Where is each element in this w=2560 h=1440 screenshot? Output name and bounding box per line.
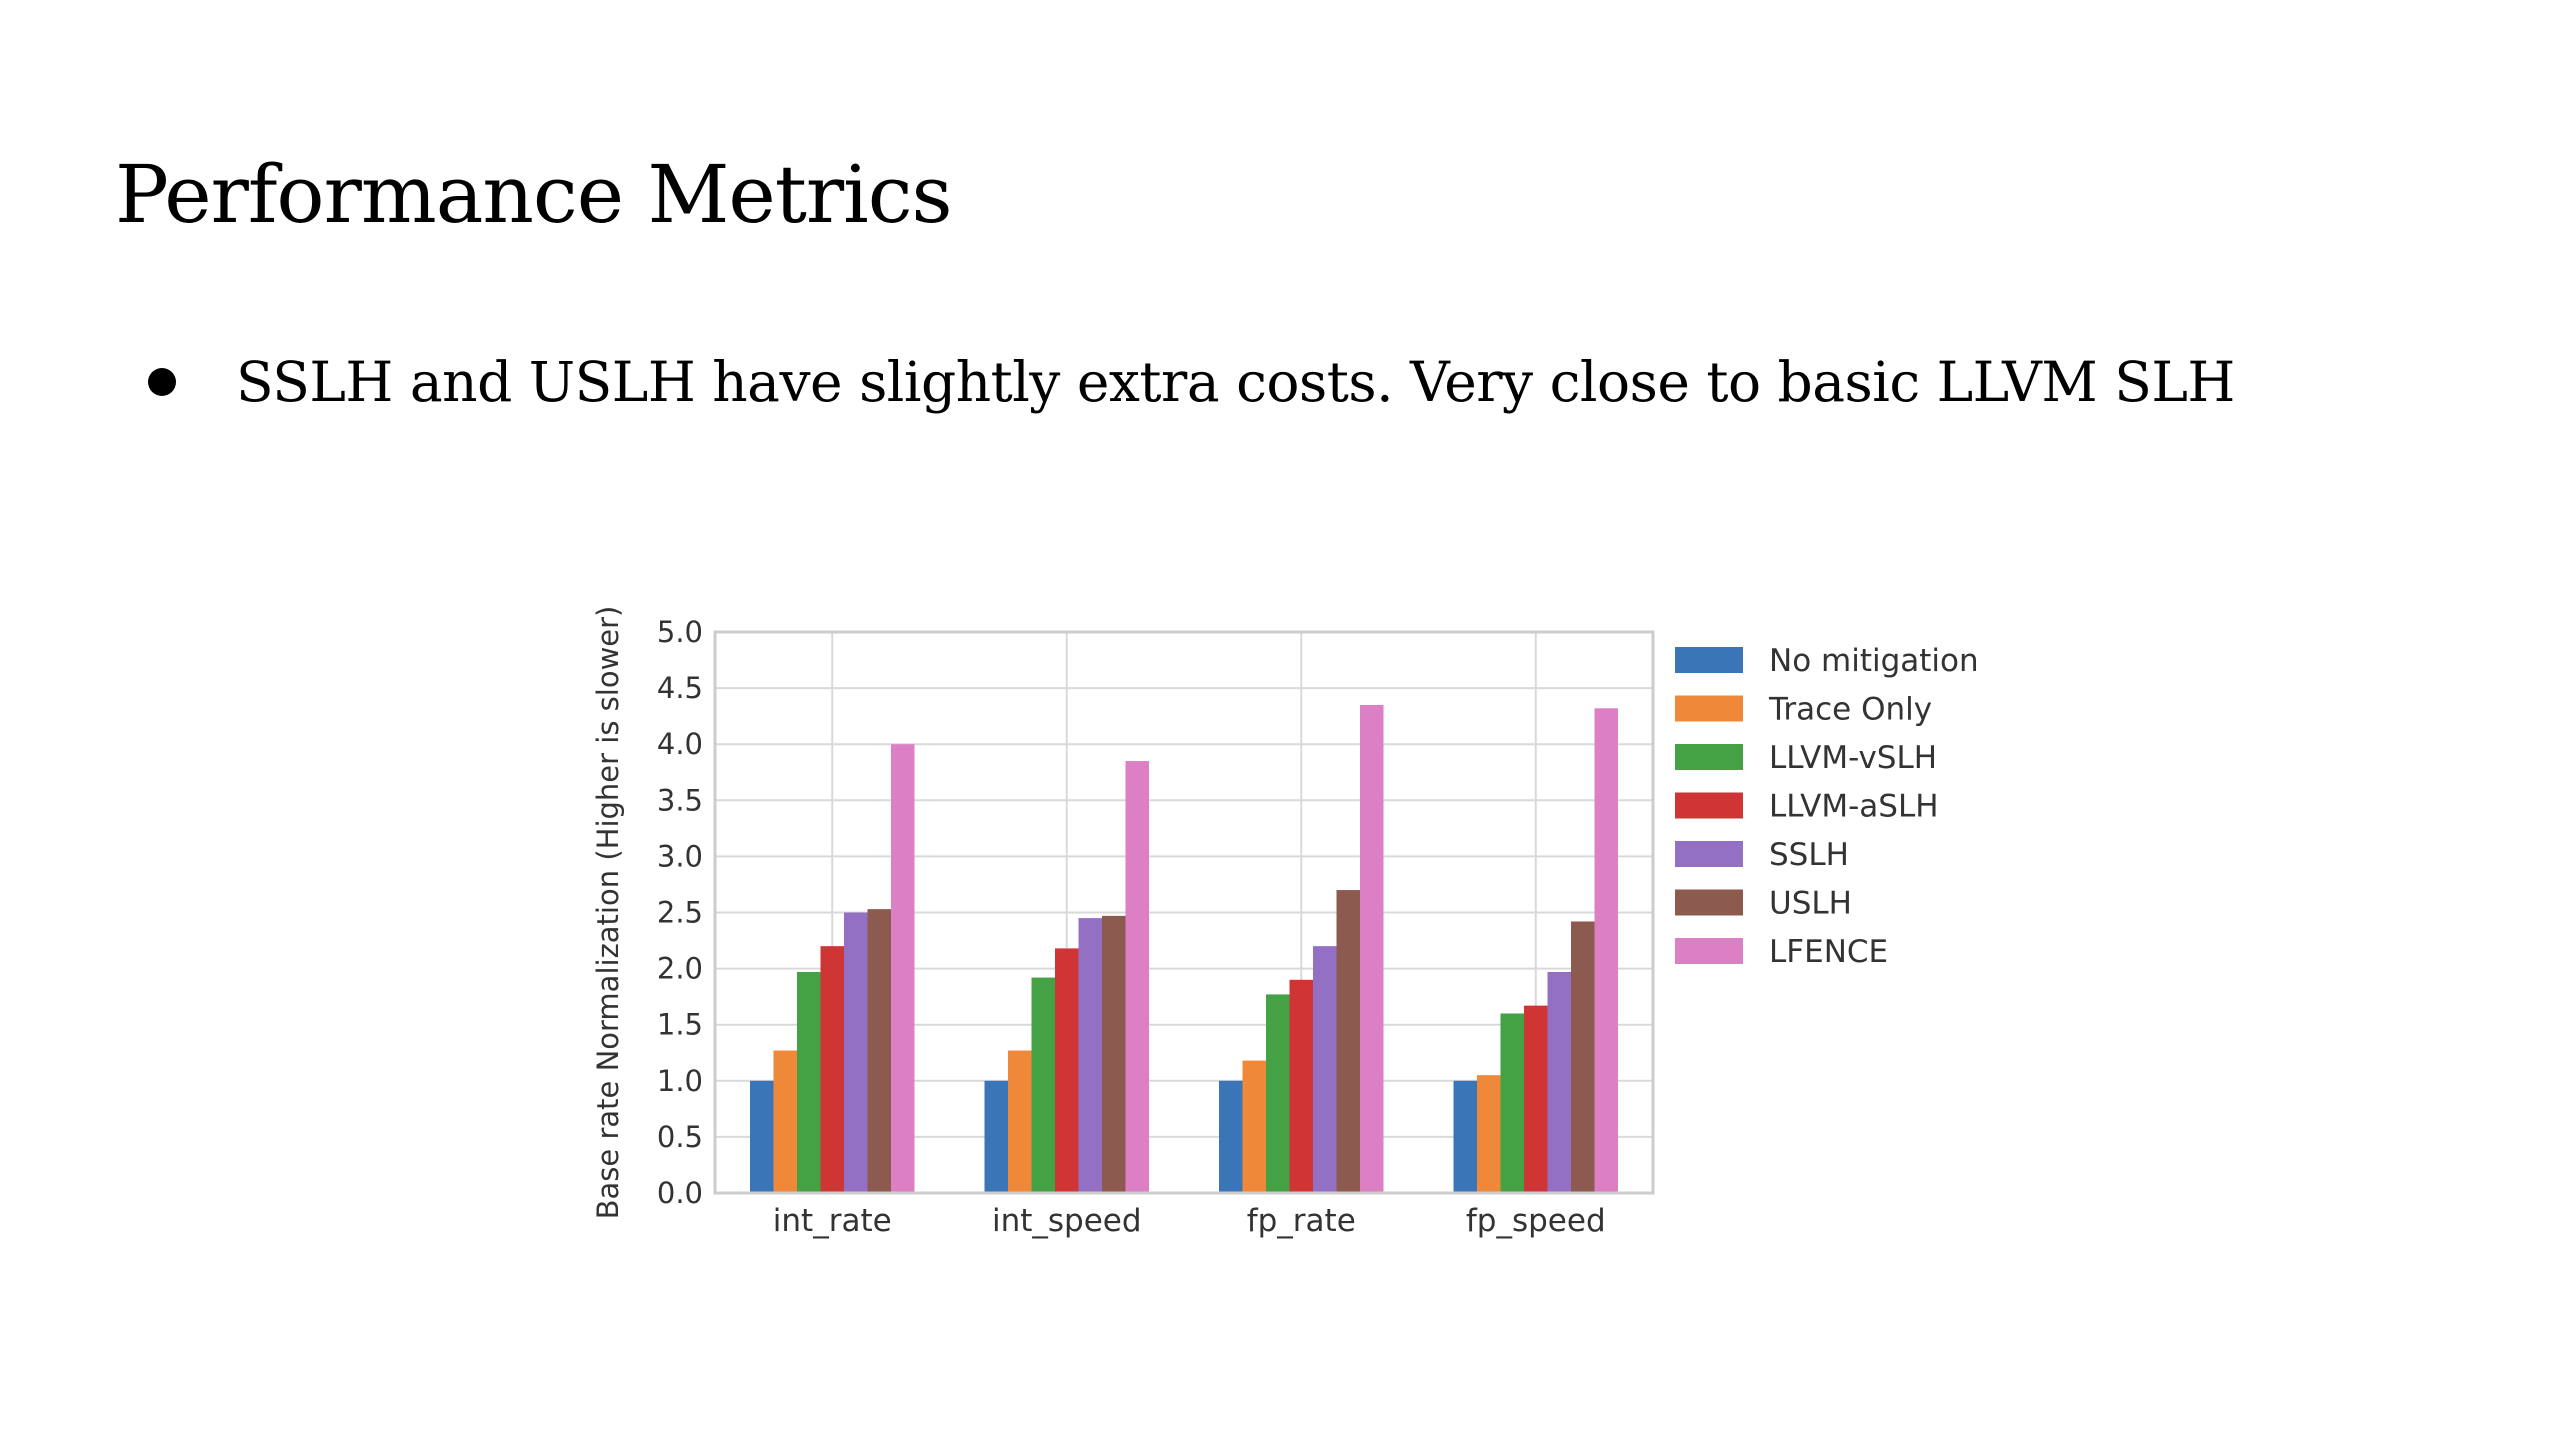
- legend-label: Trace Only: [1768, 692, 1932, 728]
- bar: [1031, 977, 1055, 1193]
- bar: [1453, 1080, 1477, 1193]
- bar: [1313, 946, 1337, 1193]
- y-axis-ticks: 0.0 0.5 1.0 1.5 2.0 2.5 3.0 3.5 4.0 4.5 5.0: [657, 615, 703, 1210]
- bar: [984, 1080, 1008, 1193]
- legend-swatch: [1675, 938, 1743, 964]
- bar: [1102, 915, 1126, 1193]
- bar: [1078, 918, 1102, 1193]
- y-tick-label: 5.0: [657, 615, 703, 649]
- bar: [1125, 761, 1149, 1193]
- legend-swatch: [1675, 841, 1743, 867]
- bar: [773, 1050, 797, 1193]
- bar: [1008, 1050, 1032, 1193]
- bar: [1524, 1005, 1548, 1193]
- bar: [1266, 994, 1290, 1193]
- legend-swatch: [1675, 695, 1743, 722]
- y-tick-label: 4.5: [657, 671, 703, 705]
- legend-label: LLVM-aSLH: [1769, 789, 1939, 825]
- y-tick-label: 0.5: [657, 1120, 703, 1154]
- legend-swatch: [1675, 792, 1743, 819]
- chart-legend: No mitigation Trace Only LLVM-vSLH LLVM-aSL…: [1675, 643, 1979, 970]
- y-tick-label: 3.5: [657, 783, 703, 817]
- bar-chart: 0.0 0.5 1.0 1.5 2.0 2.5 3.0 3.5 4.0 4.5 5.0 int_ra…: [591, 606, 1979, 1239]
- bar: [891, 744, 915, 1193]
- bar: [797, 971, 821, 1193]
- bullet-dot-icon: [148, 368, 176, 396]
- bar: [1477, 1075, 1501, 1193]
- legend-swatch: [1675, 889, 1743, 916]
- bar: [1500, 1013, 1524, 1193]
- bar: [1219, 1080, 1243, 1193]
- bar: [1242, 1060, 1266, 1193]
- legend-label: SSLH: [1769, 837, 1849, 873]
- y-tick-label: 1.5: [657, 1008, 703, 1042]
- x-tick-label: int_rate: [773, 1203, 892, 1239]
- bar: [1289, 979, 1313, 1193]
- bar: [750, 1080, 774, 1193]
- legend-label: USLH: [1769, 886, 1852, 922]
- legend-swatch: [1675, 744, 1743, 770]
- y-axis-label: Base rate Normalization (Higher is slowe…: [591, 606, 625, 1220]
- y-tick-label: 0.0: [657, 1176, 703, 1210]
- x-tick-label: fp_speed: [1466, 1203, 1606, 1239]
- legend-label: LLVM-vSLH: [1769, 740, 1937, 776]
- chart-bars: [750, 704, 1618, 1193]
- y-tick-label: 2.5: [657, 896, 703, 930]
- bullet-item: SSLH and USLH have slightly extra costs.…: [148, 350, 2235, 414]
- bar: [1547, 971, 1571, 1193]
- bar: [1055, 948, 1079, 1193]
- bar: [1594, 708, 1618, 1193]
- y-tick-label: 4.0: [657, 727, 703, 761]
- legend-label: LFENCE: [1769, 934, 1888, 970]
- slide-title: Performance Metrics: [115, 148, 953, 241]
- bar: [1360, 704, 1384, 1193]
- y-tick-label: 1.0: [657, 1064, 703, 1098]
- x-tick-label: fp_rate: [1247, 1203, 1356, 1239]
- bar: [844, 912, 868, 1193]
- legend-swatch: [1675, 647, 1743, 673]
- y-tick-label: 2.0: [657, 952, 703, 986]
- plot-frame: [713, 630, 1655, 1195]
- x-tick-label: int_speed: [992, 1203, 1142, 1239]
- bar: [1571, 921, 1595, 1193]
- x-axis-ticks: int_rate int_speed fp_rate fp_speed: [773, 1203, 1606, 1239]
- bar: [867, 909, 891, 1193]
- legend-label: No mitigation: [1769, 643, 1979, 679]
- bullet-text: SSLH and USLH have slightly extra costs.…: [236, 350, 2235, 414]
- bar: [1336, 890, 1360, 1193]
- bar: [820, 946, 844, 1193]
- y-tick-label: 3.0: [657, 839, 703, 873]
